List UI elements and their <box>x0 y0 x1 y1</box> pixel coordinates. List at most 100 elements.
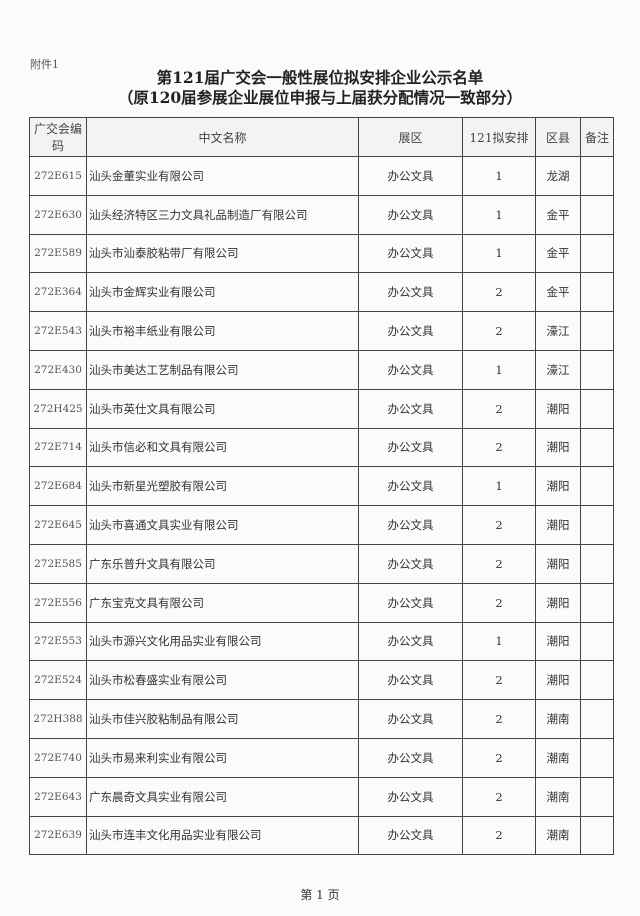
row-zone: 办公文具 <box>358 349 463 390</box>
row-note <box>580 272 614 313</box>
row-name: 汕头市汕泰胶粘带厂有限公司 <box>86 233 359 274</box>
row-plan: 1 <box>462 349 536 390</box>
row-district: 潮阳 <box>535 621 581 662</box>
row-note <box>580 660 614 701</box>
row-district: 潮阳 <box>535 543 581 584</box>
row-plan: 1 <box>462 233 536 274</box>
row-note <box>580 505 614 545</box>
document-title: 第121届广交会一般性展位拟安排企业公示名单 <box>156 68 484 87</box>
attachment-label: 附件1 <box>30 58 59 71</box>
row-name: 汕头市新星光塑胶有限公司 <box>86 466 359 507</box>
row-name: 汕头市英仕文具有限公司 <box>86 388 359 429</box>
row-zone: 办公文具 <box>358 427 463 468</box>
row-plan: 2 <box>462 388 536 429</box>
row-code: 272E430 <box>29 349 87 390</box>
row-note <box>580 543 614 584</box>
row-note <box>580 311 614 351</box>
table-row: 272E684 汕头市新星光塑胶有限公司 办公文具 1 潮阳 <box>29 466 614 507</box>
company-table: 广交会编码 中文名称 展区 121拟安排 区县 备注 272E615 汕头金董实业… <box>29 117 614 856</box>
header-note: 备注 <box>580 117 614 157</box>
row-code: 272E639 <box>29 815 87 856</box>
table-row: 272E645 汕头市喜通文具实业有限公司 办公文具 2 潮阳 <box>29 505 614 545</box>
table-row: 272E585 广东乐普升文具有限公司 办公文具 2 潮阳 <box>29 543 614 584</box>
row-district: 潮阳 <box>535 466 581 507</box>
row-note <box>580 699 614 739</box>
row-name: 汕头市美达工艺制品有限公司 <box>86 349 359 390</box>
row-code: 272E553 <box>29 621 87 662</box>
table-row: 272E430 汕头市美达工艺制品有限公司 办公文具 1 濠江 <box>29 349 614 390</box>
table-row: 272E643 广东晨奇文具实业有限公司 办公文具 2 潮南 <box>29 776 614 817</box>
row-plan: 2 <box>462 776 536 817</box>
header-zone: 展区 <box>358 117 463 157</box>
row-district: 潮阳 <box>535 427 581 468</box>
row-name: 汕头市信必和文具有限公司 <box>86 427 359 468</box>
row-plan: 2 <box>462 815 536 856</box>
row-zone: 办公文具 <box>358 621 463 662</box>
row-plan: 1 <box>462 156 536 196</box>
row-plan: 2 <box>462 582 536 623</box>
row-code: 272E630 <box>29 194 87 235</box>
row-plan: 2 <box>462 660 536 701</box>
row-district: 潮南 <box>535 815 581 856</box>
row-name: 汕头市金辉实业有限公司 <box>86 272 359 313</box>
row-plan: 2 <box>462 427 536 468</box>
row-zone: 办公文具 <box>358 699 463 739</box>
header-code: 广交会编码 <box>29 117 87 157</box>
header-plan: 121拟安排 <box>462 117 536 157</box>
row-name: 汕头市佳兴胶粘制品有限公司 <box>86 699 359 739</box>
row-code: 272H388 <box>29 699 87 739</box>
row-zone: 办公文具 <box>358 582 463 623</box>
row-code: 272E585 <box>29 543 87 584</box>
row-name: 汕头金董实业有限公司 <box>86 156 359 196</box>
row-plan: 2 <box>462 505 536 545</box>
row-zone: 办公文具 <box>358 660 463 701</box>
row-note <box>580 233 614 274</box>
row-name: 广东乐普升文具有限公司 <box>86 543 359 584</box>
row-note <box>580 737 614 778</box>
row-zone: 办公文具 <box>358 233 463 274</box>
row-district: 金平 <box>535 233 581 274</box>
table-row: 272E553 汕头市源兴文化用品实业有限公司 办公文具 1 潮阳 <box>29 621 614 662</box>
row-code: 272E643 <box>29 776 87 817</box>
header-district: 区县 <box>535 117 581 157</box>
row-zone: 办公文具 <box>358 388 463 429</box>
row-plan: 1 <box>462 621 536 662</box>
document-subtitle: （原120届参展企业展位申报与上届获分配情况一致部分） <box>117 88 523 107</box>
table-row: 272E364 汕头市金辉实业有限公司 办公文具 2 金平 <box>29 272 614 313</box>
row-name: 汕头市源兴文化用品实业有限公司 <box>86 621 359 662</box>
row-zone: 办公文具 <box>358 543 463 584</box>
row-plan: 2 <box>462 737 536 778</box>
row-note <box>580 156 614 196</box>
row-plan: 2 <box>462 543 536 584</box>
table-row: 272E714 汕头市信必和文具有限公司 办公文具 2 潮阳 <box>29 427 614 468</box>
row-plan: 2 <box>462 272 536 313</box>
row-district: 潮阳 <box>535 582 581 623</box>
row-note <box>580 388 614 429</box>
row-name: 汕头经济特区三力文具礼品制造厂有限公司 <box>86 194 359 235</box>
row-zone: 办公文具 <box>358 737 463 778</box>
row-code: 272E615 <box>29 156 87 196</box>
row-district: 龙湖 <box>535 156 581 196</box>
row-name: 汕头市松春盛实业有限公司 <box>86 660 359 701</box>
row-zone: 办公文具 <box>358 505 463 545</box>
table-row: 272H425 汕头市英仕文具有限公司 办公文具 2 潮阳 <box>29 388 614 429</box>
table-row: 272E615 汕头金董实业有限公司 办公文具 1 龙湖 <box>29 156 614 196</box>
row-district: 潮阳 <box>535 505 581 545</box>
table-row: 272E589 汕头市汕泰胶粘带厂有限公司 办公文具 1 金平 <box>29 233 614 274</box>
row-name: 广东晨奇文具实业有限公司 <box>86 776 359 817</box>
row-name: 广东宝克文具有限公司 <box>86 582 359 623</box>
row-note <box>580 427 614 468</box>
row-note <box>580 349 614 390</box>
row-code: 272E524 <box>29 660 87 701</box>
table-row: 272E543 汕头市裕丰纸业有限公司 办公文具 2 濠江 <box>29 311 614 351</box>
row-code: 272E684 <box>29 466 87 507</box>
header-name: 中文名称 <box>86 117 359 157</box>
row-plan: 1 <box>462 194 536 235</box>
row-district: 潮阳 <box>535 660 581 701</box>
row-name: 汕头市裕丰纸业有限公司 <box>86 311 359 351</box>
table-row: 272E630 汕头经济特区三力文具礼品制造厂有限公司 办公文具 1 金平 <box>29 194 614 235</box>
row-district: 潮南 <box>535 776 581 817</box>
row-name: 汕头市喜通文具实业有限公司 <box>86 505 359 545</box>
table-header-row: 广交会编码 中文名称 展区 121拟安排 区县 备注 <box>29 117 614 157</box>
